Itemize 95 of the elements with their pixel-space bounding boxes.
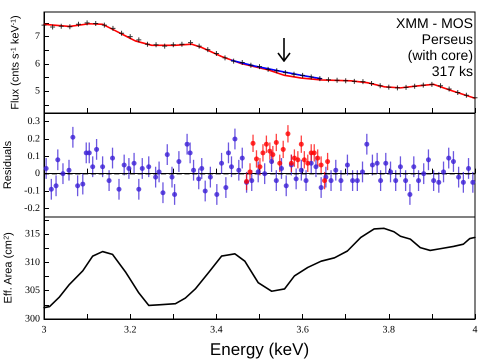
point [136, 37, 142, 42]
point [205, 47, 210, 52]
point [188, 40, 194, 46]
annotation: 317 ks [432, 63, 473, 79]
point [325, 159, 330, 164]
point [154, 42, 159, 48]
y-tick-label: -0.2 [24, 202, 40, 214]
point [455, 90, 460, 96]
y-tick-label: 7 [35, 31, 40, 42]
point [274, 140, 279, 145]
point [308, 74, 314, 80]
point [412, 84, 418, 89]
point [162, 44, 168, 49]
point [438, 83, 444, 88]
point [360, 79, 366, 84]
point [369, 81, 374, 86]
point [282, 70, 288, 76]
y-tick-label: 6 [35, 58, 40, 70]
point [295, 157, 300, 162]
point [352, 78, 357, 84]
point [446, 86, 452, 92]
point [231, 58, 236, 64]
point [274, 68, 280, 74]
point [317, 76, 322, 82]
x-tick-label: 3.6 [296, 324, 309, 336]
point [119, 30, 124, 36]
point [102, 22, 107, 28]
point [128, 34, 133, 40]
point [110, 26, 116, 31]
y-tick-label: -0.1 [24, 186, 40, 196]
annotation: XMM - MOS [396, 15, 474, 31]
point [179, 42, 184, 47]
point [280, 146, 286, 152]
x-tick-label: 3.2 [124, 324, 136, 336]
point [254, 156, 259, 162]
point [343, 78, 348, 84]
point [322, 178, 328, 184]
point [464, 92, 469, 98]
point [404, 84, 409, 90]
point [386, 84, 392, 90]
annotation: Perseus [422, 31, 473, 47]
point [196, 44, 202, 49]
y-tick-label: 300 [25, 314, 40, 324]
point [76, 22, 81, 27]
point [248, 62, 254, 68]
point [326, 77, 331, 82]
point [318, 162, 324, 168]
y-tick-label: 0.2 [28, 134, 40, 144]
point [300, 72, 306, 78]
point [257, 164, 262, 170]
point [264, 142, 269, 147]
point [267, 148, 272, 154]
point [248, 169, 253, 174]
point [250, 140, 256, 146]
y-tick-label: 310 [25, 256, 40, 268]
x-tick-label: 3.4 [210, 324, 223, 336]
point [50, 24, 56, 30]
y-tick-label: 0.1 [28, 150, 40, 162]
y-tick-label: 315 [25, 228, 40, 240]
point [260, 150, 266, 156]
point [291, 72, 296, 77]
y-tick-label: 5 [35, 86, 40, 97]
x-axis-title: Energy (keV) [210, 340, 310, 359]
point [277, 160, 282, 166]
y-tick-label: 0 [35, 168, 40, 180]
point [93, 20, 98, 26]
point [67, 24, 72, 30]
point [214, 50, 219, 56]
point [429, 82, 434, 87]
y-axis-title: Residuals [2, 140, 14, 190]
point [394, 85, 400, 90]
point [270, 152, 276, 158]
x-tick-label: 3.8 [382, 324, 396, 336]
y-tick-label: 0.3 [28, 116, 40, 128]
point [257, 64, 262, 70]
point [298, 142, 304, 147]
point [84, 20, 90, 26]
point [222, 55, 228, 60]
point [315, 156, 320, 161]
point [285, 131, 290, 136]
x-tick-label: 4 [472, 324, 478, 336]
x-tick-label: 3 [42, 324, 46, 336]
y-tick-label: 305 [25, 285, 40, 296]
annotation: (with core) [408, 47, 474, 63]
point [420, 82, 426, 88]
point [266, 66, 271, 72]
point [170, 42, 176, 48]
point [334, 78, 340, 83]
point [58, 24, 64, 29]
point [144, 42, 150, 47]
point [302, 157, 307, 162]
point [378, 83, 383, 88]
point [305, 160, 310, 166]
point [312, 150, 317, 156]
point [240, 60, 245, 65]
